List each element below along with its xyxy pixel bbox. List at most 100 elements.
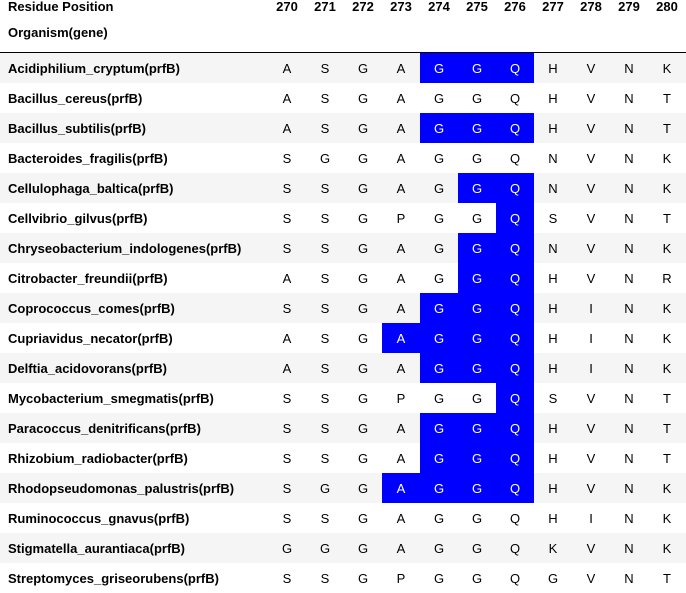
residue-cell: V — [572, 473, 610, 503]
residue-cell: S — [268, 473, 306, 503]
organism-name: Citrobacter_freundii(prfB) — [0, 263, 268, 293]
residue-cell: S — [268, 143, 306, 173]
residue-cell: N — [534, 233, 572, 263]
residue-cell: G — [344, 503, 382, 533]
organism-name: Mycobacterium_smegmatis(prfB) — [0, 383, 268, 413]
organism-name: Cellvibrio_gilvus(prfB) — [0, 203, 268, 233]
residue-cell: Q — [496, 83, 534, 113]
residue-cell: G — [458, 533, 496, 563]
residue-cell: G — [458, 563, 496, 593]
residue-cell: Q — [496, 533, 534, 563]
residue-cell: H — [534, 263, 572, 293]
residue-cell-highlighted: G — [458, 323, 496, 353]
residue-cell: P — [382, 203, 420, 233]
residue-cell: T — [648, 443, 686, 473]
organism-header-spacer — [534, 14, 572, 53]
residue-cell: S — [268, 443, 306, 473]
residue-cell: N — [610, 113, 648, 143]
organism-name: Acidiphilium_cryptum(prfB) — [0, 53, 268, 84]
residue-cell-highlighted: G — [420, 443, 458, 473]
organism-name: Delftia_acidovorans(prfB) — [0, 353, 268, 383]
residue-cell: T — [648, 413, 686, 443]
residue-cell: A — [268, 113, 306, 143]
residue-cell: S — [306, 353, 344, 383]
residue-cell: N — [610, 533, 648, 563]
residue-cell: A — [268, 263, 306, 293]
residue-cell: G — [268, 533, 306, 563]
organism-name: Cupriavidus_necator(prfB) — [0, 323, 268, 353]
residue-cell-highlighted: G — [458, 173, 496, 203]
residue-cell: G — [344, 203, 382, 233]
residue-cell: S — [268, 233, 306, 263]
residue-cell: Q — [496, 563, 534, 593]
residue-cell: N — [610, 563, 648, 593]
residue-cell: N — [610, 83, 648, 113]
position-header-276: 276 — [496, 0, 534, 14]
residue-cell: A — [382, 83, 420, 113]
residue-cell: K — [648, 293, 686, 323]
organism-name: Bacillus_cereus(prfB) — [0, 83, 268, 113]
position-header-279: 279 — [610, 0, 648, 14]
residue-cell: K — [648, 173, 686, 203]
residue-cell: G — [344, 263, 382, 293]
residue-cell: N — [534, 173, 572, 203]
residue-cell: P — [382, 383, 420, 413]
residue-cell: N — [610, 473, 648, 503]
position-header-277: 277 — [534, 0, 572, 14]
residue-cell: A — [382, 173, 420, 203]
organism-name: Bacillus_subtilis(prfB) — [0, 113, 268, 143]
residue-cell: G — [458, 503, 496, 533]
residue-cell: H — [534, 353, 572, 383]
residue-cell: G — [534, 563, 572, 593]
organism-header-spacer — [458, 14, 496, 53]
residue-cell: G — [344, 413, 382, 443]
organism-header-spacer — [420, 14, 458, 53]
residue-cell: N — [610, 143, 648, 173]
residue-cell: H — [534, 443, 572, 473]
residue-cell: G — [344, 143, 382, 173]
residue-cell-highlighted: Q — [496, 233, 534, 263]
residue-cell: G — [458, 203, 496, 233]
residue-cell: N — [610, 263, 648, 293]
residue-cell: H — [534, 503, 572, 533]
organism-header-spacer — [382, 14, 420, 53]
residue-cell-highlighted: G — [420, 413, 458, 443]
residue-cell: S — [306, 383, 344, 413]
residue-cell: K — [648, 353, 686, 383]
residue-position-label: Residue Position — [0, 0, 268, 14]
residue-cell: G — [344, 113, 382, 143]
position-header-274: 274 — [420, 0, 458, 14]
residue-cell: A — [268, 53, 306, 84]
residue-cell: S — [268, 203, 306, 233]
position-header-272: 272 — [344, 0, 382, 14]
residue-cell: R — [648, 263, 686, 293]
position-header-271: 271 — [306, 0, 344, 14]
residue-cell: K — [648, 53, 686, 84]
residue-cell: V — [572, 563, 610, 593]
residue-cell: G — [420, 83, 458, 113]
residue-cell: V — [572, 263, 610, 293]
residue-cell: T — [648, 563, 686, 593]
residue-cell: H — [534, 413, 572, 443]
residue-cell-highlighted: Q — [496, 383, 534, 413]
residue-cell: H — [534, 83, 572, 113]
residue-cell: Q — [496, 503, 534, 533]
organism-name: Streptomyces_griseorubens(prfB) — [0, 563, 268, 593]
residue-cell-highlighted: G — [458, 353, 496, 383]
residue-cell: G — [420, 203, 458, 233]
residue-cell: V — [572, 83, 610, 113]
residue-cell: S — [268, 413, 306, 443]
residue-cell: A — [382, 143, 420, 173]
residue-cell-highlighted: G — [458, 443, 496, 473]
residue-cell: A — [268, 323, 306, 353]
residue-cell: S — [306, 323, 344, 353]
organism-name: Bacteroides_fragilis(prfB) — [0, 143, 268, 173]
